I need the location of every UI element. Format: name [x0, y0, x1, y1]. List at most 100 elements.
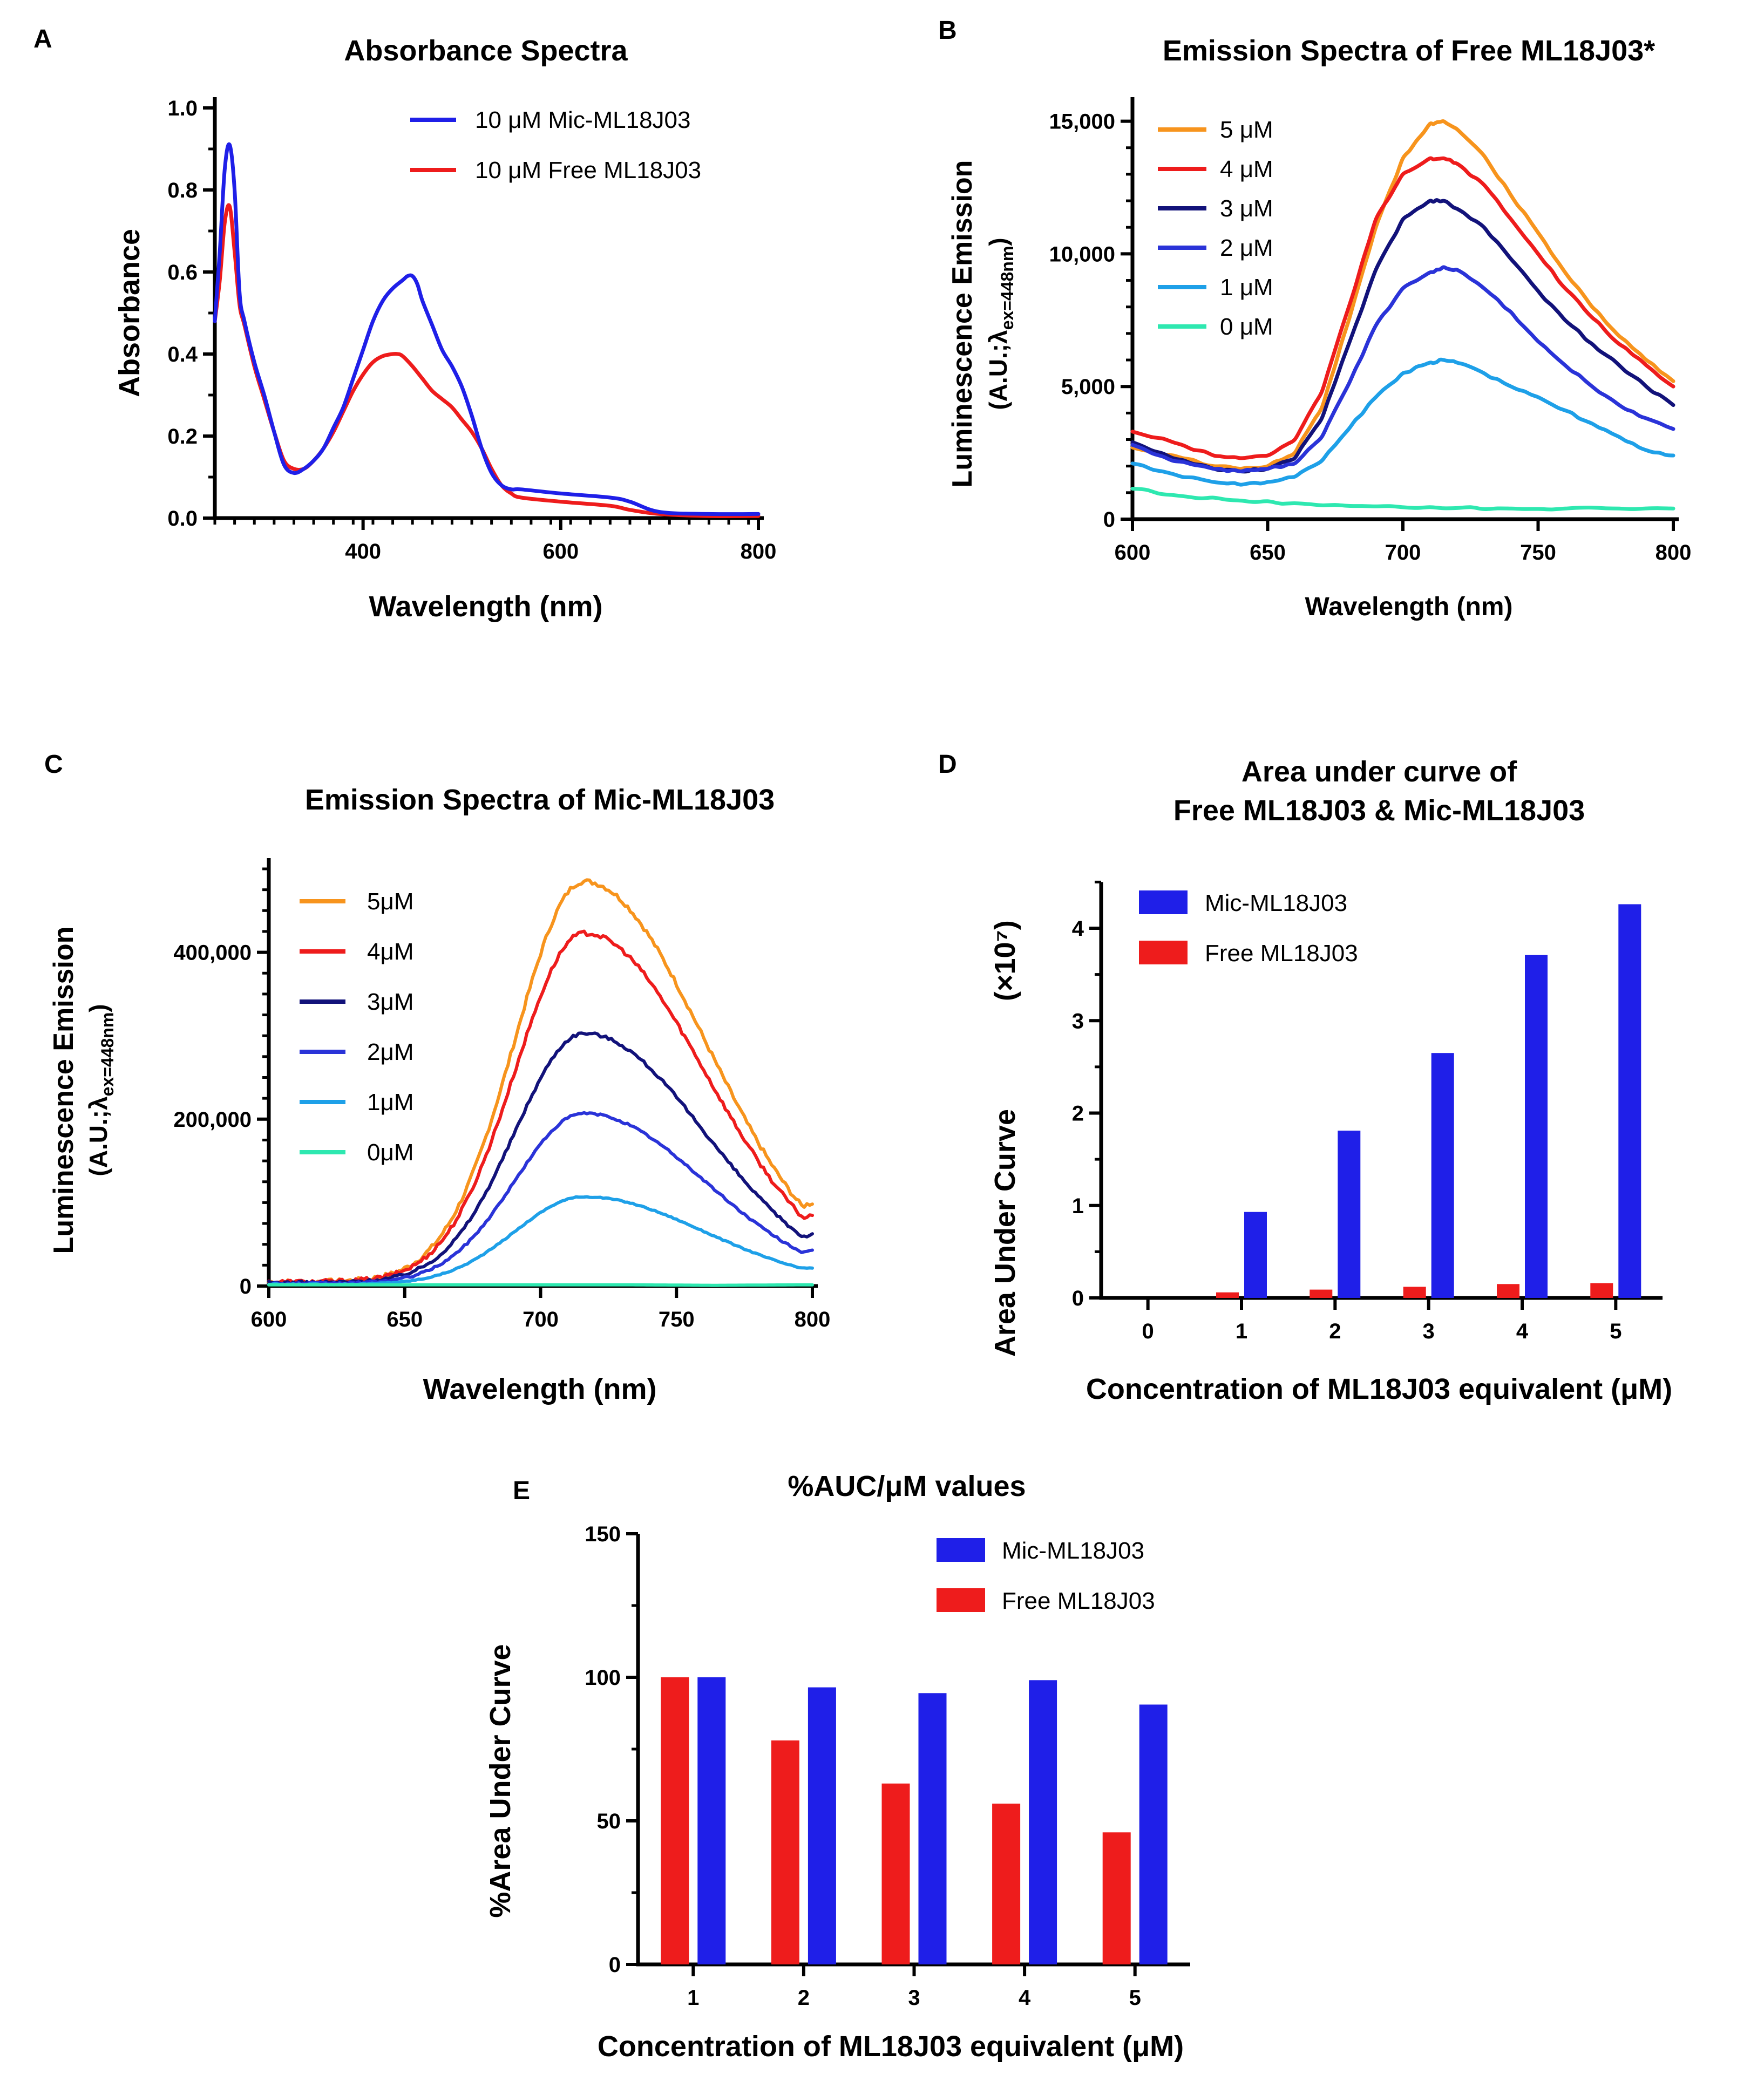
- y-tick-label: 0.8: [167, 179, 198, 202]
- bar-free-1: [1216, 1292, 1239, 1298]
- legend-label-mic: Mic-ML18J03: [1002, 1538, 1144, 1564]
- y-tick-label: 5,000: [1061, 375, 1115, 399]
- x-tick-label: 2: [1329, 1320, 1341, 1343]
- series-line-free: [213, 203, 761, 518]
- y-tick-label: 15,000: [1049, 110, 1115, 134]
- x-tick-label: 1: [687, 1986, 699, 2010]
- y-tick-label: 100: [585, 1666, 621, 1690]
- x-axis-label: Concentration of ML18J03 equivalent (μM): [598, 2030, 1184, 2063]
- bar-mic-5: [1618, 904, 1641, 1298]
- legend-label: 3μM: [367, 989, 413, 1015]
- y-axis-label-line2: (A.U.;λex=448nm): [84, 1004, 117, 1176]
- series-line-0M: [1130, 487, 1675, 512]
- chart-title: Emission Spectra of Free ML18J03*: [1163, 35, 1655, 67]
- y-axis-label-unit: (×10⁷): [989, 920, 1021, 1001]
- legend-label-free: Free ML18J03: [1205, 940, 1358, 967]
- legend-label-free: Free ML18J03: [1002, 1588, 1155, 1614]
- bar-free-3: [881, 1783, 910, 1964]
- series-line-3uM: [267, 1031, 814, 1286]
- bar-free-5: [1102, 1832, 1131, 1964]
- x-tick-label: 800: [795, 1308, 831, 1331]
- series-line-5M: [1130, 119, 1675, 471]
- bar-mic-1: [697, 1677, 726, 1964]
- x-tick-label: 600: [1115, 541, 1151, 564]
- panel-b-emission-free: B Emission Spectra of Free ML18J03* Wave…: [938, 16, 1691, 621]
- legend: 5 μM 4 μM 3 μM 2 μM 1 μM 0 μM: [1158, 117, 1273, 340]
- y-axis-label: Absorbance: [113, 229, 146, 397]
- panel-d-area-under-curve: D Area under curve of Free ML18J03 & Mic…: [938, 750, 1672, 1405]
- legend: Mic-ML18J03 Free ML18J03: [1139, 890, 1358, 967]
- legend-label-mic: Mic-ML18J03: [1205, 890, 1347, 916]
- legend: 10 μM Mic-ML18J03 10 μM Free ML18J03: [410, 107, 701, 183]
- panel-label-a: A: [33, 25, 52, 53]
- x-axis-label: Wavelength (nm): [369, 590, 602, 623]
- x-tick-label: 800: [1656, 541, 1692, 564]
- bar-mic-2: [1338, 1131, 1361, 1298]
- y-tick-label: 1.0: [167, 97, 198, 120]
- x-tick-label: 5: [1129, 1986, 1141, 2010]
- x-tick-label: 0: [1142, 1320, 1154, 1343]
- series-line-3M: [1130, 198, 1675, 474]
- y-tick-label: 0: [1103, 508, 1115, 532]
- y-tick-label: 150: [585, 1522, 621, 1546]
- legend-label: 4 μM: [1220, 156, 1273, 182]
- legend-label: 2μM: [367, 1039, 413, 1065]
- chart-title: Emission Spectra of Mic-ML18J03: [305, 784, 775, 816]
- y-tick-label: 400,000: [173, 941, 252, 965]
- series-line-4uM: [267, 929, 814, 1286]
- y-tick-label: 4: [1072, 917, 1084, 941]
- x-axis-label: Wavelength (nm): [1305, 593, 1513, 621]
- y-axis-label-subscript: ex=448nm: [98, 1012, 117, 1097]
- x-tick-label: 1: [1236, 1320, 1247, 1343]
- bar-free-4: [1497, 1284, 1519, 1298]
- y-tick-label: 0.2: [167, 425, 198, 448]
- legend-swatch-free: [937, 1588, 985, 1612]
- series-line-mic: [213, 142, 761, 516]
- bar-free-4: [992, 1804, 1021, 1964]
- y-tick-label: 0: [609, 1953, 621, 1977]
- chart-title-line1: Area under curve of: [1241, 756, 1517, 788]
- bar-mic-3: [1431, 1053, 1454, 1298]
- y-axis-label-text: ): [984, 237, 1012, 246]
- y-axis-label-text: (A.U.;λ: [84, 1096, 112, 1176]
- bar-free-5: [1590, 1283, 1613, 1298]
- legend-swatch-mic: [937, 1538, 985, 1562]
- x-tick-label: 650: [386, 1308, 423, 1331]
- chart-title: Absorbance Spectra: [344, 35, 628, 67]
- bar-free-2: [771, 1740, 799, 1964]
- legend: 5μM 4μM 3μM 2μM 1μM 0μM: [300, 888, 413, 1166]
- x-tick-label: 750: [659, 1308, 695, 1331]
- x-tick-label: 650: [1250, 541, 1286, 564]
- legend-label: 4μM: [367, 938, 413, 965]
- x-tick-label: 5: [1610, 1320, 1621, 1343]
- bar-mic-5: [1139, 1704, 1168, 1964]
- y-tick-label: 200,000: [173, 1108, 252, 1132]
- series-line-4M: [1130, 156, 1675, 460]
- legend-swatch-mic: [1139, 890, 1188, 914]
- x-tick-label: 4: [1516, 1320, 1529, 1343]
- series-line-5uM: [267, 878, 814, 1286]
- y-axis-label: %Area Under Curve: [484, 1644, 517, 1917]
- y-axis-label-line1: Luminescence Emission: [48, 927, 79, 1254]
- panel-e-percent-auc: E %AUC/μM values Concentration of ML18J0…: [484, 1470, 1190, 2063]
- y-tick-label: 0: [240, 1275, 252, 1298]
- x-tick-label: 600: [251, 1308, 287, 1331]
- x-tick-label: 800: [741, 540, 777, 563]
- x-tick-label: 4: [1019, 1986, 1031, 2010]
- y-axis-label-text: (A.U.;λ: [984, 330, 1012, 410]
- y-axis-label: Area Under Curve: [989, 1109, 1021, 1357]
- bar-free-1: [661, 1677, 689, 1964]
- y-axis-label-text: ): [84, 1004, 112, 1012]
- y-tick-label: 50: [597, 1810, 621, 1833]
- series-line-1M: [1130, 357, 1675, 487]
- x-tick-label: 3: [908, 1986, 920, 2010]
- x-tick-label: 750: [1520, 541, 1556, 564]
- x-tick-label: 700: [1385, 541, 1421, 564]
- bar-free-3: [1403, 1287, 1426, 1298]
- panel-a-absorbance-spectra: A Absorbance Spectra Wavelength (nm) Abs…: [33, 25, 776, 623]
- x-axis-label: Concentration of ML18J03 equivalent (μM): [1086, 1373, 1672, 1405]
- bar-mic-1: [1244, 1212, 1267, 1298]
- legend-label: 0 μM: [1220, 314, 1273, 340]
- legend-label: 5 μM: [1220, 117, 1273, 143]
- legend-label: 0μM: [367, 1139, 413, 1166]
